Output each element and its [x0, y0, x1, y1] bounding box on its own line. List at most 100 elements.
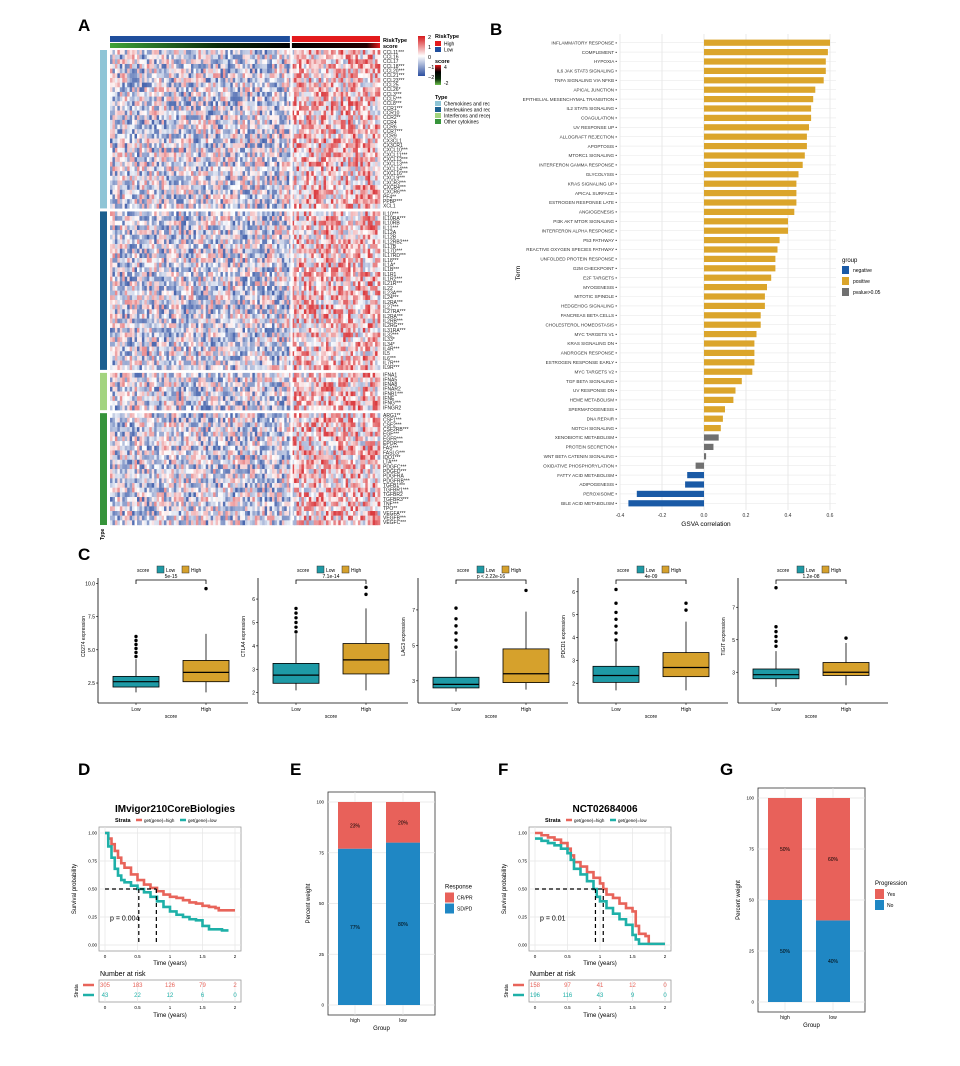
- heatmap-cell: [272, 115, 275, 120]
- heatmap-cell: [179, 171, 182, 176]
- heatmap-cell: [117, 69, 120, 74]
- heatmap-cell: [336, 143, 339, 148]
- heatmap-cell: [243, 239, 246, 244]
- heatmap-cell: [351, 225, 354, 230]
- heatmap-cell: [324, 50, 327, 55]
- heatmap-cell: [355, 55, 358, 60]
- heatmap-cell: [240, 59, 243, 64]
- heatmap-cell: [304, 176, 307, 181]
- heatmap-cell: [238, 143, 241, 148]
- heatmap-cell: [144, 50, 147, 55]
- heatmap-cell: [152, 225, 155, 230]
- heatmap-cell: [149, 59, 152, 64]
- heatmap-cell: [179, 97, 182, 102]
- heatmap-cell: [297, 115, 300, 120]
- heatmap-cell: [201, 244, 204, 249]
- heatmap-cell: [213, 167, 216, 172]
- heatmap-cell: [353, 125, 356, 130]
- heatmap-cell: [238, 190, 241, 195]
- heatmap-cell: [238, 249, 241, 254]
- heatmap-cell: [370, 239, 373, 244]
- heatmap-cell: [127, 59, 130, 64]
- heatmap-cell: [179, 115, 182, 120]
- heatmap-cell: [294, 180, 297, 185]
- heatmap-cell: [355, 190, 358, 195]
- heatmap-cell: [125, 148, 128, 153]
- heatmap-cell: [274, 111, 277, 116]
- heatmap-cell: [228, 249, 231, 254]
- heatmap-cell: [112, 134, 115, 139]
- heatmap-cell: [218, 239, 221, 244]
- heatmap-cell: [250, 235, 253, 240]
- heatmap-cell: [297, 211, 300, 216]
- heatmap-cell: [144, 176, 147, 181]
- heatmap-cell: [139, 115, 142, 120]
- heatmap-cell: [375, 176, 378, 181]
- heatmap-cell: [211, 225, 214, 230]
- heatmap-cell: [270, 129, 273, 134]
- heatmap-cell: [191, 78, 194, 83]
- heatmap-cell: [184, 59, 187, 64]
- heatmap-cell: [154, 78, 157, 83]
- heatmap-cell: [122, 162, 125, 167]
- heatmap-cell: [304, 111, 307, 116]
- heatmap-cell: [152, 78, 155, 83]
- heatmap-cell: [152, 204, 155, 209]
- heatmap-cell: [309, 249, 312, 254]
- heatmap-cell: [110, 78, 113, 83]
- heatmap-cell: [112, 230, 115, 235]
- heatmap-cell: [228, 216, 231, 221]
- heatmap-cell: [301, 143, 304, 148]
- heatmap-cell: [255, 180, 258, 185]
- heatmap-cell: [198, 87, 201, 92]
- heatmap-cell: [245, 87, 248, 92]
- heatmap-cell: [304, 143, 307, 148]
- heatmap-cell: [257, 171, 260, 176]
- heatmap-cell: [130, 157, 133, 162]
- heatmap-cell: [203, 162, 206, 167]
- heatmap-cell: [257, 185, 260, 190]
- heatmap-cell: [135, 176, 138, 181]
- heatmap-cell: [363, 199, 366, 204]
- heatmap-cell: [171, 167, 174, 172]
- heatmap-cell: [336, 129, 339, 134]
- heatmap-cell: [164, 199, 167, 204]
- heatmap-cell: [122, 69, 125, 74]
- heatmap-cell: [252, 87, 255, 92]
- heatmap-cell: [164, 249, 167, 254]
- heatmap-cell: [333, 106, 336, 111]
- heatmap-cell: [174, 221, 177, 226]
- heatmap-cell: [149, 216, 152, 221]
- heatmap-cell: [316, 55, 319, 60]
- heatmap-cell: [331, 106, 334, 111]
- heatmap-cell: [341, 106, 344, 111]
- heatmap-cell: [341, 143, 344, 148]
- heatmap-cell: [233, 204, 236, 209]
- heatmap-cell: [274, 50, 277, 55]
- heatmap-cell: [299, 148, 302, 153]
- heatmap-cell: [201, 87, 204, 92]
- heatmap-cell: [216, 143, 219, 148]
- heatmap-cell: [233, 148, 236, 153]
- heatmap-cell: [218, 171, 221, 176]
- heatmap-cell: [208, 106, 211, 111]
- heatmap-cell: [333, 216, 336, 221]
- heatmap-cell: [297, 125, 300, 130]
- heatmap-cell: [196, 97, 199, 102]
- heatmap-cell: [284, 129, 287, 134]
- heatmap-cell: [328, 235, 331, 240]
- heatmap-cell: [274, 125, 277, 130]
- heatmap-cell: [257, 134, 260, 139]
- heatmap-cell: [139, 225, 142, 230]
- heatmap-cell: [346, 129, 349, 134]
- heatmap-cell: [144, 129, 147, 134]
- heatmap-cell: [152, 171, 155, 176]
- heatmap-cell: [373, 143, 376, 148]
- heatmap-cell: [378, 83, 381, 88]
- heatmap-cell: [135, 83, 138, 88]
- heatmap-cell: [272, 216, 275, 221]
- heatmap-cell: [309, 153, 312, 158]
- heatmap-cell: [353, 50, 356, 55]
- heatmap-cell: [333, 199, 336, 204]
- heatmap-cell: [230, 249, 233, 254]
